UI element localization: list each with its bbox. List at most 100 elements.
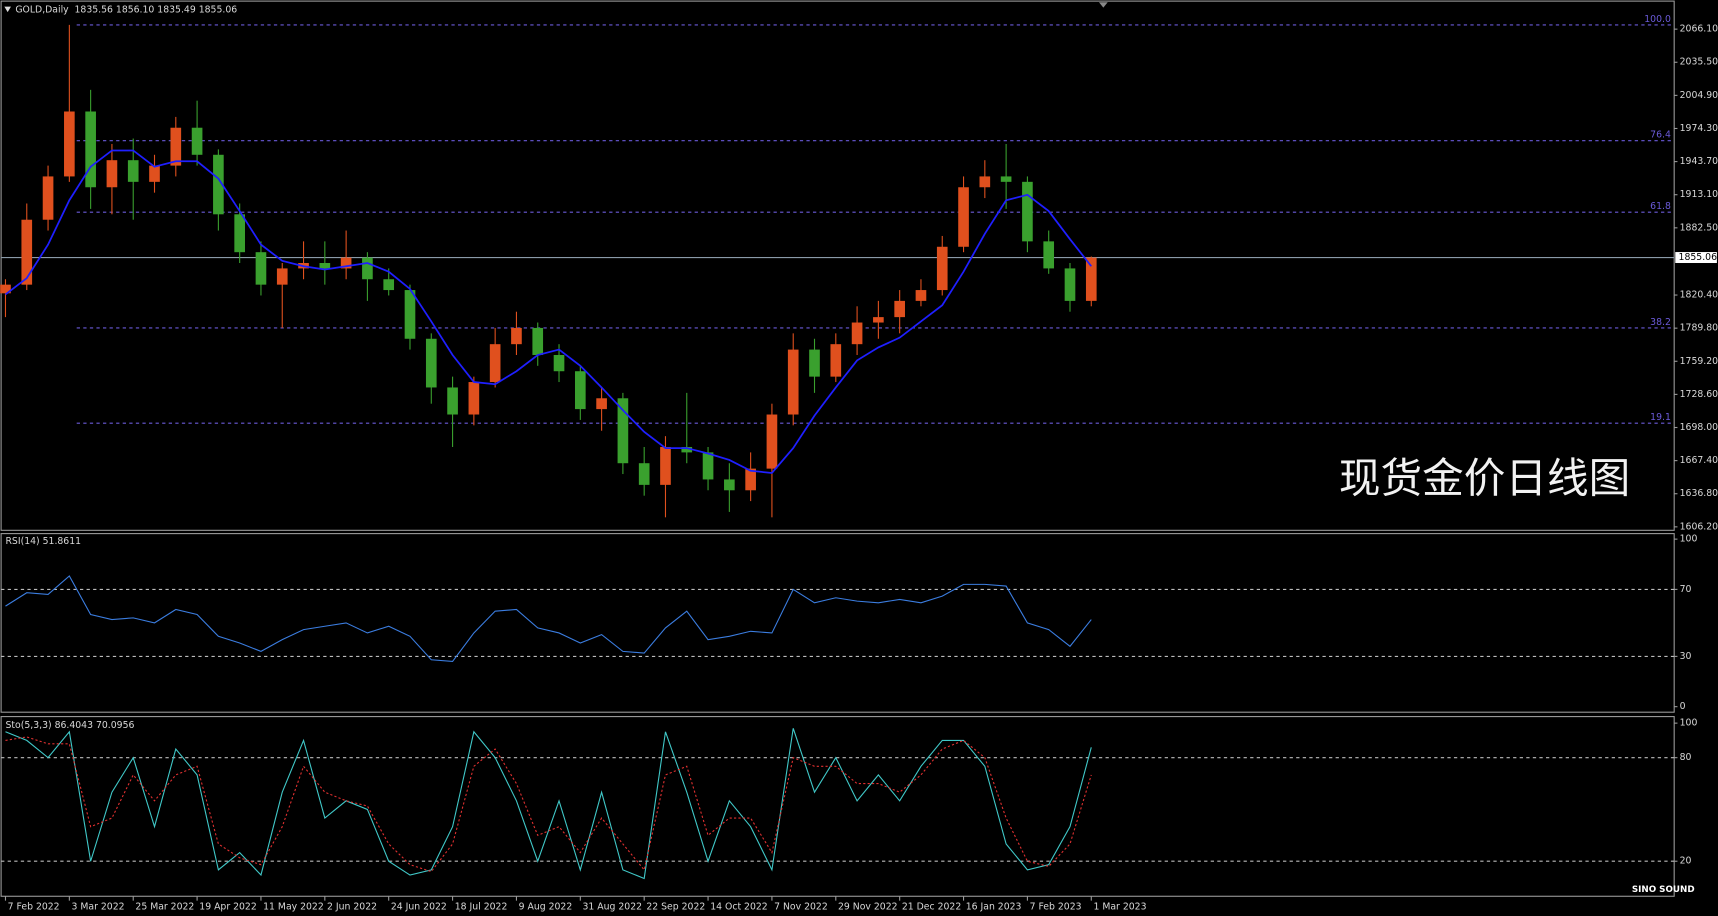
candle-body — [532, 327, 544, 355]
stoch-panel-frame — [0, 716, 1675, 897]
candle-body — [64, 111, 75, 177]
y-tick-label: 2035.50 — [1680, 57, 1718, 68]
fib-label: 19.1 — [1650, 412, 1671, 423]
candle-body — [106, 160, 118, 188]
price-panel-frame — [0, 0, 1675, 531]
fib-label: 61.8 — [1650, 201, 1671, 212]
candle-body — [255, 252, 267, 285]
y-tick-label: 70 — [1680, 584, 1692, 595]
logo: SINO SOUND — [1632, 885, 1695, 895]
candle-body — [213, 154, 224, 215]
candle-body — [127, 160, 139, 182]
y-tick-label: 100 — [1680, 718, 1698, 729]
candle-body — [383, 279, 395, 291]
candle-body — [702, 452, 714, 480]
x-tick-label: 29 Nov 2022 — [838, 902, 898, 913]
y-tick-label: 1606.20 — [1680, 521, 1718, 532]
x-tick-label: 31 Aug 2022 — [583, 902, 643, 913]
x-tick-label: 7 Feb 2022 — [8, 902, 60, 913]
y-tick-label: 30 — [1680, 651, 1692, 662]
rsi-panel-frame — [0, 533, 1675, 713]
fib-label: 76.4 — [1650, 130, 1671, 141]
candle-body — [85, 111, 96, 188]
moving-average — [4, 149, 1092, 474]
y-tick-label: 0 — [1680, 701, 1686, 712]
candle-body — [149, 165, 160, 182]
candle-body — [447, 387, 458, 415]
candle-body — [617, 398, 629, 464]
y-tick-label: 1820.40 — [1680, 290, 1718, 301]
x-tick-label: 3 Mar 2022 — [72, 902, 125, 913]
candle-body — [1064, 268, 1076, 301]
current-price-box — [1675, 252, 1717, 264]
x-tick-label: 19 Apr 2022 — [199, 902, 256, 913]
menu-arrow — [4, 6, 11, 13]
y-tick-label: 2004.90 — [1680, 90, 1718, 101]
candle-body — [724, 479, 735, 491]
candle-body — [0, 284, 11, 294]
candle-body — [404, 290, 416, 339]
x-tick-label: 1 Mar 2023 — [1093, 902, 1146, 913]
fib-label: 100.0 — [1644, 14, 1671, 25]
annotation: 现货金价日线图 — [1339, 454, 1630, 503]
candle-body — [596, 398, 607, 410]
candle-body — [42, 176, 54, 220]
candle-body — [936, 246, 948, 291]
y-tick-label: 1974.30 — [1680, 123, 1718, 134]
candle-body — [425, 338, 437, 388]
y-tick-label: 1943.70 — [1680, 156, 1718, 167]
candle-body — [958, 187, 969, 247]
candle-body — [894, 300, 905, 318]
candle-body — [574, 371, 586, 410]
candle-body — [276, 268, 288, 285]
candle-body — [1043, 241, 1055, 269]
candle-body — [830, 344, 842, 377]
y-tick-label: 1698.00 — [1680, 422, 1718, 433]
candle-body — [638, 463, 650, 485]
rsi-title: RSI(14) 51.8611 — [5, 536, 81, 547]
candle-body — [1000, 176, 1012, 182]
x-tick-label: 11 May 2022 — [263, 902, 324, 913]
y-tick-label: 80 — [1680, 752, 1692, 763]
candle-body — [979, 176, 991, 188]
y-tick-label: 1882.50 — [1680, 222, 1718, 233]
y-tick-label: 1667.40 — [1680, 455, 1718, 466]
candle-body — [787, 349, 799, 415]
y-tick-label: 1913.10 — [1680, 189, 1718, 200]
candle-body — [340, 257, 352, 269]
x-tick-label: 14 Oct 2022 — [710, 902, 767, 913]
x-tick-label: 25 Mar 2022 — [135, 902, 194, 913]
candle-body — [170, 127, 182, 166]
candle-body — [660, 446, 671, 485]
candle-body — [489, 344, 501, 383]
x-tick-label: 16 Jan 2023 — [966, 902, 1022, 913]
x-tick-label: 18 Jul 2022 — [455, 902, 508, 913]
x-tick-label: 21 Dec 2022 — [902, 902, 961, 913]
candle-body — [681, 446, 693, 453]
candle-body — [851, 322, 863, 345]
chart-title: GOLD,Daily — [15, 4, 69, 15]
x-tick-label: 7 Nov 2022 — [774, 902, 828, 913]
fib-label: 38.2 — [1650, 317, 1671, 328]
x-tick-label: 2 Jun 2022 — [327, 902, 377, 913]
indicator-line — [5, 728, 1092, 880]
x-tick-label: 24 Jun 2022 — [391, 902, 447, 913]
x-tick-label: 9 Aug 2022 — [519, 902, 573, 913]
shift-marker — [1098, 2, 1108, 8]
candle-body — [745, 468, 756, 491]
y-tick-label: 1636.80 — [1680, 488, 1718, 499]
candle-body — [915, 290, 927, 301]
stoch-title: Sto(5,3,3) 86.4043 70.0956 — [5, 720, 134, 731]
x-tick-label: 7 Feb 2023 — [1030, 902, 1082, 913]
candle-body — [191, 127, 203, 155]
y-tick-label: 2066.10 — [1680, 24, 1718, 35]
x-tick-label: 22 Sep 2022 — [646, 902, 705, 913]
candle-body — [468, 382, 480, 415]
candle-body — [809, 349, 820, 377]
candle-body — [362, 257, 373, 280]
candle-body — [553, 354, 565, 372]
y-tick-label: 1728.60 — [1680, 389, 1718, 400]
